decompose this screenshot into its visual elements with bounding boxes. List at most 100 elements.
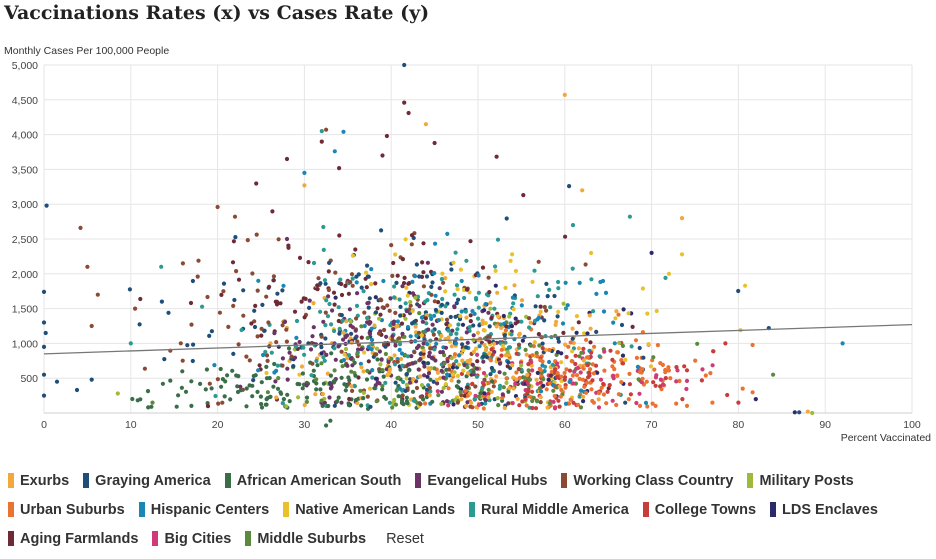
data-point (302, 315, 307, 320)
legend-item-military-posts[interactable]: Military Posts (747, 473, 854, 489)
legend-item-exurbs[interactable]: Exurbs (8, 473, 69, 489)
data-point (649, 250, 654, 255)
data-point (303, 296, 308, 301)
data-point (308, 347, 314, 352)
data-point (510, 401, 515, 406)
data-point (480, 318, 485, 323)
data-point (273, 379, 278, 384)
data-point (684, 403, 690, 408)
data-point (235, 389, 241, 395)
legend-item-working-class-country[interactable]: Working Class Country (561, 473, 733, 489)
data-point (200, 304, 205, 309)
legend-item-native-american-lands[interactable]: Native American Lands (283, 502, 455, 518)
data-point (699, 378, 705, 383)
data-point (348, 356, 354, 361)
data-point (373, 295, 378, 300)
data-point (677, 378, 682, 384)
data-point (179, 385, 184, 390)
data-point (424, 274, 430, 279)
data-point (640, 376, 645, 381)
data-point (392, 284, 397, 289)
legend-swatch (83, 473, 90, 488)
chart-title: Vaccinations Rates (x) vs Cases Rate (y) (4, 2, 430, 24)
data-point (349, 331, 354, 336)
data-point (563, 401, 569, 406)
data-point (450, 372, 455, 377)
data-point (519, 303, 524, 308)
data-point (391, 327, 396, 332)
data-point (605, 389, 610, 394)
data-point (511, 307, 516, 312)
data-point (145, 389, 151, 394)
data-point (421, 360, 426, 365)
data-point (336, 305, 341, 310)
data-point (391, 260, 396, 266)
data-point (364, 270, 369, 275)
data-point (433, 307, 438, 313)
data-point (470, 362, 475, 367)
data-point (205, 294, 210, 300)
data-point (327, 260, 332, 265)
legend-item-big-cities[interactable]: Big Cities (152, 531, 231, 547)
data-point (218, 366, 223, 372)
data-point (504, 324, 509, 329)
data-point (370, 368, 375, 373)
data-point (256, 368, 261, 373)
data-point (556, 279, 561, 285)
data-point (450, 328, 455, 333)
data-point (380, 387, 385, 392)
data-point (740, 386, 745, 391)
data-point (588, 367, 593, 372)
data-point (304, 395, 310, 400)
data-point (536, 259, 541, 264)
data-point (449, 378, 454, 383)
data-point (332, 346, 337, 351)
data-point (361, 396, 366, 401)
data-point (41, 372, 47, 377)
data-point (374, 399, 379, 404)
data-point (322, 278, 328, 283)
data-point (95, 292, 100, 297)
legend-item-evangelical-hubs[interactable]: Evangelical Hubs (415, 473, 547, 489)
data-point (619, 358, 624, 363)
data-point (348, 319, 353, 324)
data-point (280, 363, 285, 368)
data-point (365, 263, 370, 268)
legend-item-aging-farmlands[interactable]: Aging Farmlands (8, 531, 138, 547)
data-point (378, 362, 383, 367)
data-point (489, 315, 494, 320)
data-point (349, 272, 355, 277)
data-point (352, 360, 357, 365)
data-point (326, 287, 331, 293)
data-point (376, 331, 382, 336)
data-point (566, 401, 572, 406)
legend-item-rural-middle-america[interactable]: Rural Middle America (469, 502, 629, 518)
data-point (250, 394, 255, 399)
data-point (85, 264, 90, 269)
data-point (497, 386, 502, 391)
data-point (429, 284, 434, 289)
data-point (215, 377, 220, 382)
data-point (335, 399, 340, 404)
legend-item-urban-suburbs[interactable]: Urban Suburbs (8, 502, 125, 518)
legend-item-lds-enclaves[interactable]: LDS Enclaves (770, 502, 878, 518)
legend-item-middle-suburbs[interactable]: Middle Suburbs (245, 531, 366, 547)
data-point (280, 288, 285, 293)
reset-button[interactable]: Reset (386, 530, 424, 547)
legend-item-graying-america[interactable]: Graying America (83, 473, 211, 489)
data-point (623, 357, 628, 362)
legend-swatch (469, 502, 476, 517)
legend-item-college-towns[interactable]: College Towns (642, 502, 756, 518)
legend-item-hispanic-centers[interactable]: Hispanic Centers (138, 502, 269, 518)
data-point (358, 361, 363, 366)
data-point (441, 385, 446, 391)
data-point (475, 330, 481, 335)
x-tick-label: 10 (125, 419, 137, 431)
data-point (534, 350, 539, 356)
data-point (554, 319, 559, 324)
data-point (41, 320, 47, 325)
data-point (454, 331, 459, 336)
data-point (433, 241, 438, 246)
data-point (402, 275, 407, 280)
legend-item-african-american-south[interactable]: African American South (224, 473, 401, 489)
